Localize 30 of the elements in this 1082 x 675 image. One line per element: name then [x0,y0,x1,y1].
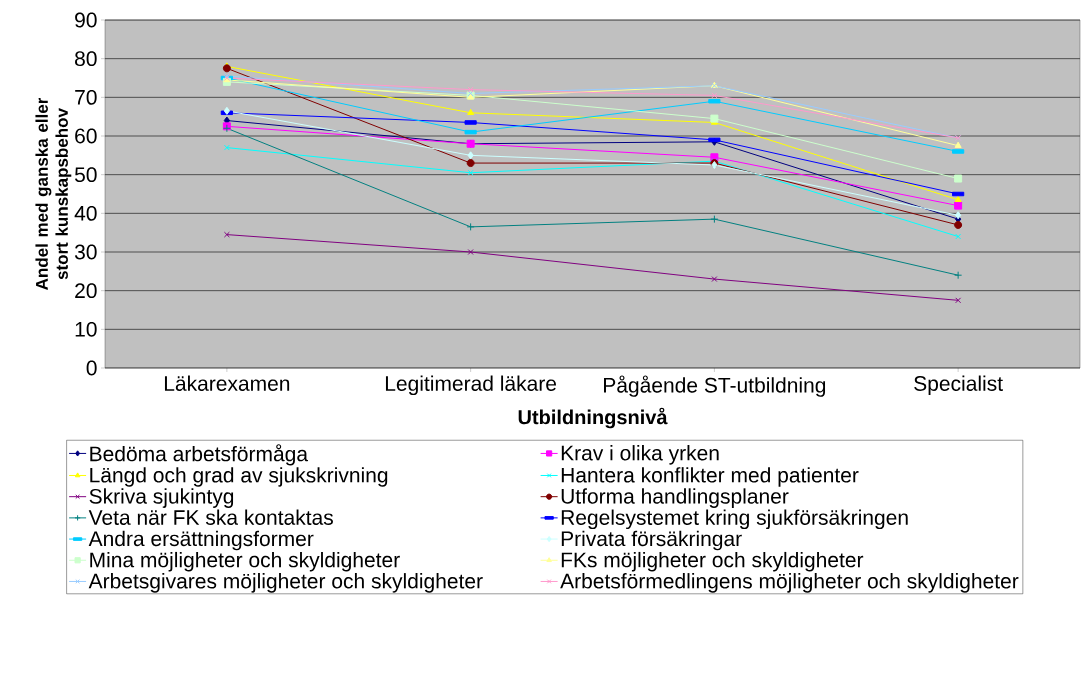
x-axis-title: Utbildningsnivå [518,407,668,429]
y-tick-label: 50 [74,167,97,183]
legend-label: Bedöma arbetsförmåga [90,444,309,466]
legend-label: Utforma handlingsplaner [561,488,789,508]
y-tick-label: 10 [75,321,97,337]
x-tick-label: Legitimerad läkare [385,375,557,396]
x-tick-label: Pågående ST-utbildning [604,375,826,397]
legend-label: FKs möjligheter och skyldigheter [561,551,864,572]
y-tick-label: 60 [75,128,97,144]
y-tick-label: 30 [74,244,97,260]
x-tick-label: Specialist [914,375,1003,396]
y-tick-label: 90 [75,12,97,28]
legend-label: Krav i olika yrken [561,445,719,465]
legend-label: Mina möjligheter och skyldigheter [90,551,400,572]
legend-label: Längd och grad av sjukskrivning [90,467,388,487]
y-tick-label: 0 [86,360,97,376]
legend-label: Regelsystemet kring sjukförsäkringen [561,509,908,530]
x-tick-label: Läkarexamen [164,375,290,391]
legend-label: Skriva sjukintyg [89,488,234,508]
y-tick-label: 70 [75,89,97,105]
y-axis-title: Andel med ganska eller stort kunskapsbehov [35,97,72,290]
legend-label: Privata försäkringar [561,530,742,551]
legend-label: Arbetsgivares möjligheter och skyldigheter [88,573,483,593]
y-tick-label: 80 [75,51,97,67]
legend-label: Veta när FK ska kontaktas [88,509,333,525]
y-tick-label: 20 [75,283,97,299]
legend-label: Hantera konflikter med patienter [561,467,859,487]
legend-label: Arbetsförmedlingens möjligheter och skyldigheter [560,573,1019,593]
legend-label: Andra ersättningsformer [88,530,314,551]
y-tick-label: 40 [74,205,97,221]
